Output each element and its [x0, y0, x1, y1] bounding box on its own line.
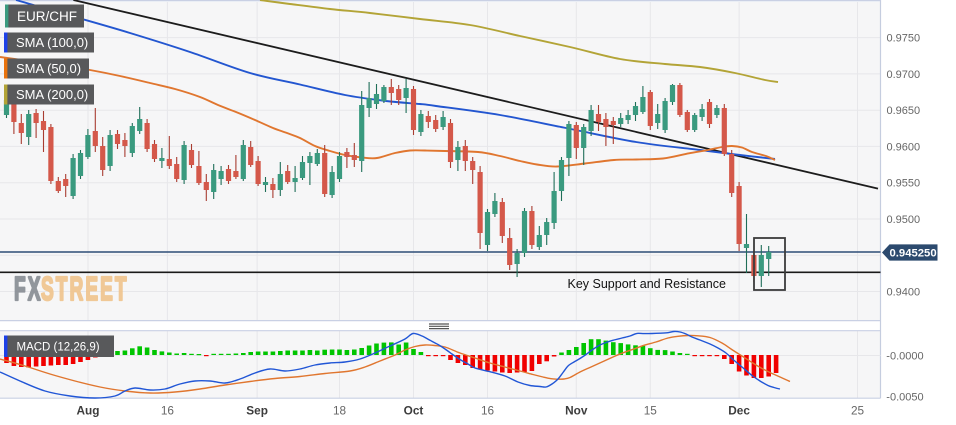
svg-text:25: 25 — [851, 404, 865, 418]
svg-text:-0.0050: -0.0050 — [886, 392, 923, 404]
svg-text:16: 16 — [481, 404, 495, 418]
svg-text:0.9400: 0.9400 — [887, 287, 921, 299]
svg-text:0.9550: 0.9550 — [887, 178, 921, 190]
svg-text:FX: FX — [14, 271, 43, 308]
svg-text:Aug: Aug — [77, 404, 100, 418]
svg-text:MACD (12,26,9): MACD (12,26,9) — [17, 342, 100, 354]
svg-text:0.9500: 0.9500 — [887, 214, 921, 226]
svg-text:0.9700: 0.9700 — [887, 69, 921, 81]
svg-text:16: 16 — [161, 404, 175, 418]
svg-text:0.9600: 0.9600 — [887, 141, 921, 153]
svg-text:SMA (100,0): SMA (100,0) — [16, 35, 88, 50]
svg-text:Sep: Sep — [246, 404, 268, 418]
svg-text:STREET: STREET — [41, 271, 129, 308]
svg-text:0.9750: 0.9750 — [887, 33, 921, 45]
svg-text:EUR/CHF: EUR/CHF — [17, 9, 77, 24]
svg-text:SMA (50,0): SMA (50,0) — [16, 61, 81, 76]
svg-text:Nov: Nov — [565, 404, 588, 418]
svg-text:Oct: Oct — [404, 404, 424, 418]
svg-text:SMA (200,0): SMA (200,0) — [16, 87, 88, 102]
svg-text:18: 18 — [333, 404, 347, 418]
svg-text:15: 15 — [644, 404, 658, 418]
svg-text:0.9650: 0.9650 — [887, 105, 921, 117]
svg-text:-0.0000: -0.0000 — [886, 350, 923, 362]
svg-text:Key Support and Resistance: Key Support and Resistance — [568, 277, 726, 291]
svg-text:0.945250: 0.945250 — [890, 248, 937, 260]
svg-text:Dec: Dec — [728, 404, 750, 418]
